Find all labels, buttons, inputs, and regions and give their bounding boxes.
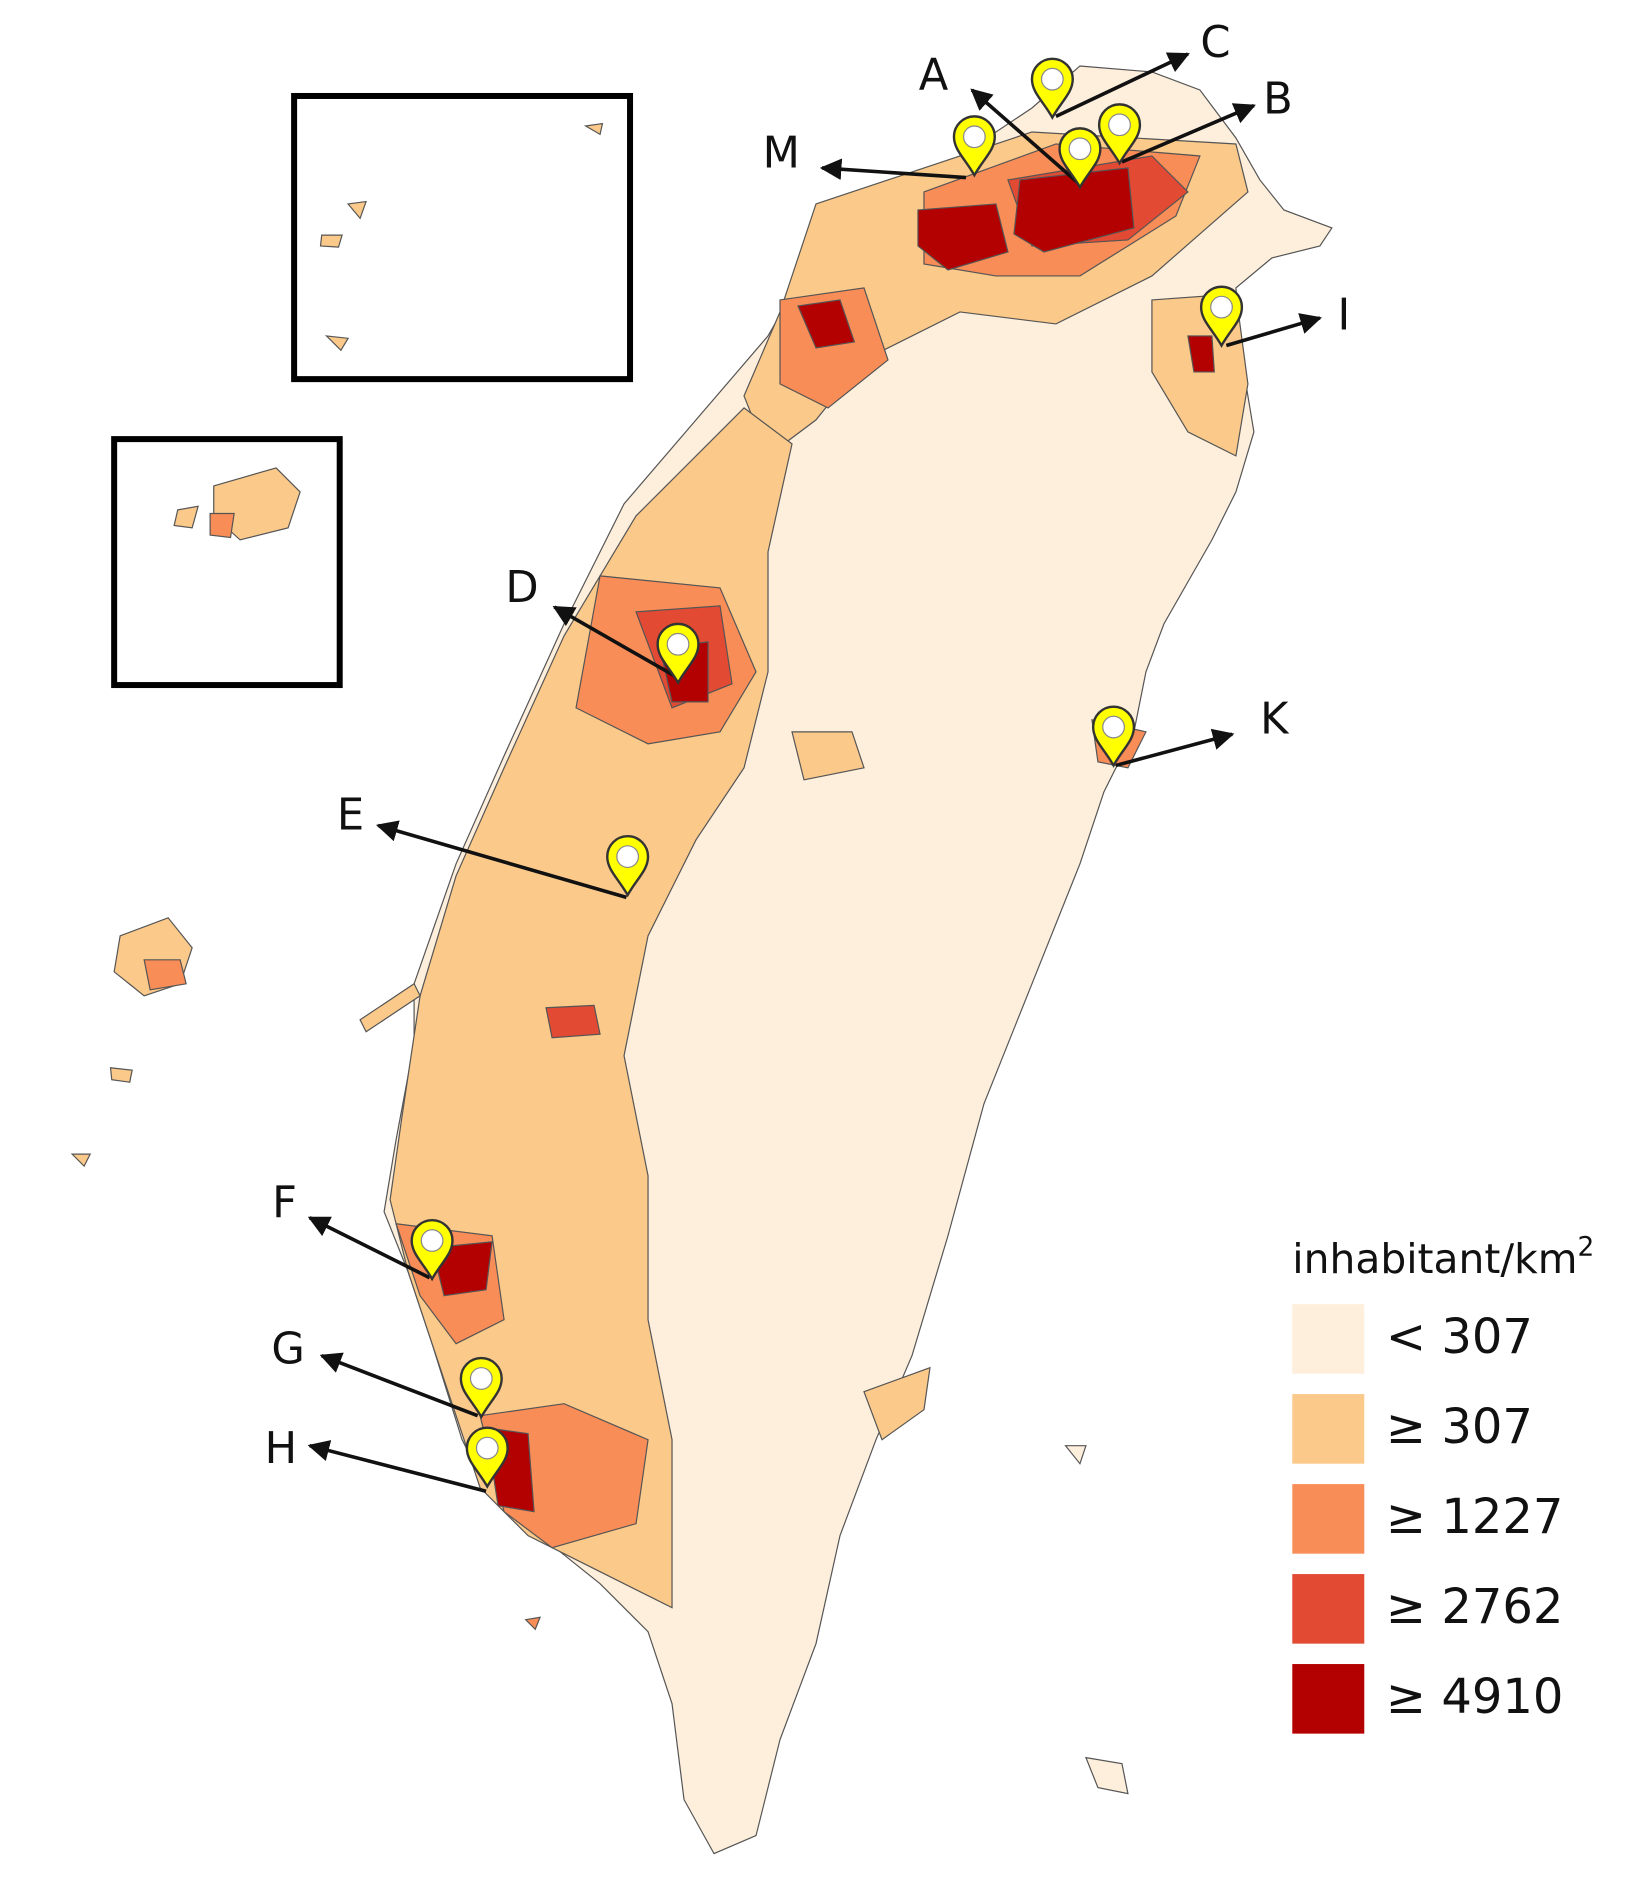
pointer-arrow <box>319 1352 479 1418</box>
map-pin-dot <box>1102 715 1125 739</box>
legend-title: inhabitant/km2 <box>1292 1232 1594 1283</box>
pointer-arrow <box>307 1440 487 1494</box>
legend-title-text: inhabitant/km <box>1292 1235 1577 1283</box>
legend-swatch <box>1292 1394 1365 1464</box>
marker-label: I <box>1338 290 1351 340</box>
markers: A BC D E F GH I K M <box>265 18 1351 1494</box>
legend-label: ≥ 307 <box>1386 1399 1533 1455</box>
marker-label: E <box>337 791 364 841</box>
inset-islands <box>209 512 235 539</box>
pointer-arrow <box>1055 52 1190 119</box>
map-pin-dot <box>420 1229 444 1252</box>
legend-label: < 307 <box>1386 1309 1533 1365</box>
pointer-arrow <box>1225 313 1322 348</box>
marker-label: C <box>1200 18 1230 68</box>
legend-label: ≥ 4910 <box>1386 1669 1564 1725</box>
legend-swatch <box>1292 1574 1365 1644</box>
marker-label: B <box>1263 74 1293 124</box>
map-pin-dot <box>962 125 986 149</box>
map-pin-dot <box>469 1367 493 1390</box>
pointer-arrow <box>307 1216 431 1280</box>
map-pin-dot <box>1210 295 1233 319</box>
inset-islands <box>173 467 301 541</box>
inset-box <box>111 436 343 689</box>
pointer-arrow <box>552 605 679 680</box>
marker-label: G <box>271 1325 304 1375</box>
legend-label: ≥ 2762 <box>1386 1579 1564 1635</box>
pointer-arrow <box>1121 103 1256 164</box>
legend-label: ≥ 1227 <box>1386 1489 1564 1545</box>
map-pin-dot <box>1040 67 1064 91</box>
legend: inhabitant/km2 < 307 ≥ 307 ≥ 1227 ≥ 2762 ≥ 4… <box>1292 1232 1594 1734</box>
map-pin-dot <box>1108 113 1131 137</box>
marker-label: M <box>763 128 800 178</box>
legend-swatch <box>1292 1484 1365 1554</box>
map-pin-dot <box>666 632 690 656</box>
marker-label: F <box>272 1178 297 1228</box>
map-pin-dot <box>475 1436 499 1460</box>
legend-swatch <box>1292 1664 1365 1734</box>
legend-title-superscript: 2 <box>1577 1232 1594 1262</box>
marker-label: H <box>265 1424 297 1474</box>
inset-islands <box>319 122 604 352</box>
pointer-arrow <box>819 158 967 181</box>
map-pin-dot <box>616 845 640 869</box>
pointer-arrow <box>376 820 627 900</box>
pointer-arrow <box>1115 728 1235 768</box>
pointer-arrow <box>970 88 1079 184</box>
marker-label: D <box>505 563 538 613</box>
inset-box <box>291 92 634 383</box>
marker-label: A <box>919 50 949 100</box>
islands <box>70 917 1129 1795</box>
marker-label: K <box>1260 695 1290 745</box>
legend-swatch <box>1292 1304 1365 1374</box>
map-pin-dot <box>1068 137 1092 161</box>
